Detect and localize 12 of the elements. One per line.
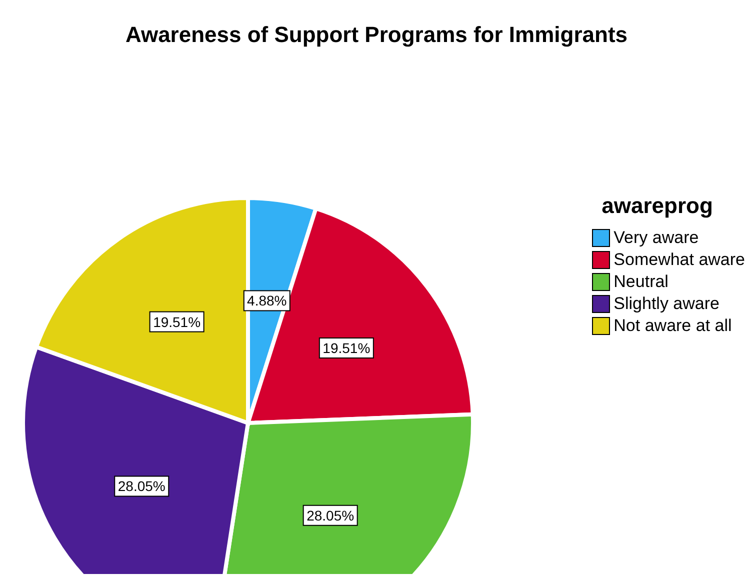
chart-title: Awareness of Support Programs for Immigrants [124, 22, 629, 48]
legend-title: awareprog [602, 193, 714, 219]
data-label: 19.51% [153, 314, 201, 330]
data-label: 28.05% [306, 507, 354, 524]
legend-label: Very aware [614, 228, 699, 248]
legend-label: Somewhat aware [614, 250, 745, 270]
legend-label: Neutral [614, 272, 668, 292]
legend-label: Slightly aware [614, 294, 720, 314]
data-label: 4.88% [247, 292, 287, 309]
data-label: 28.05% [118, 478, 166, 494]
data-label: 19.51% [322, 340, 370, 356]
legend-label: Not aware at all [614, 316, 732, 336]
